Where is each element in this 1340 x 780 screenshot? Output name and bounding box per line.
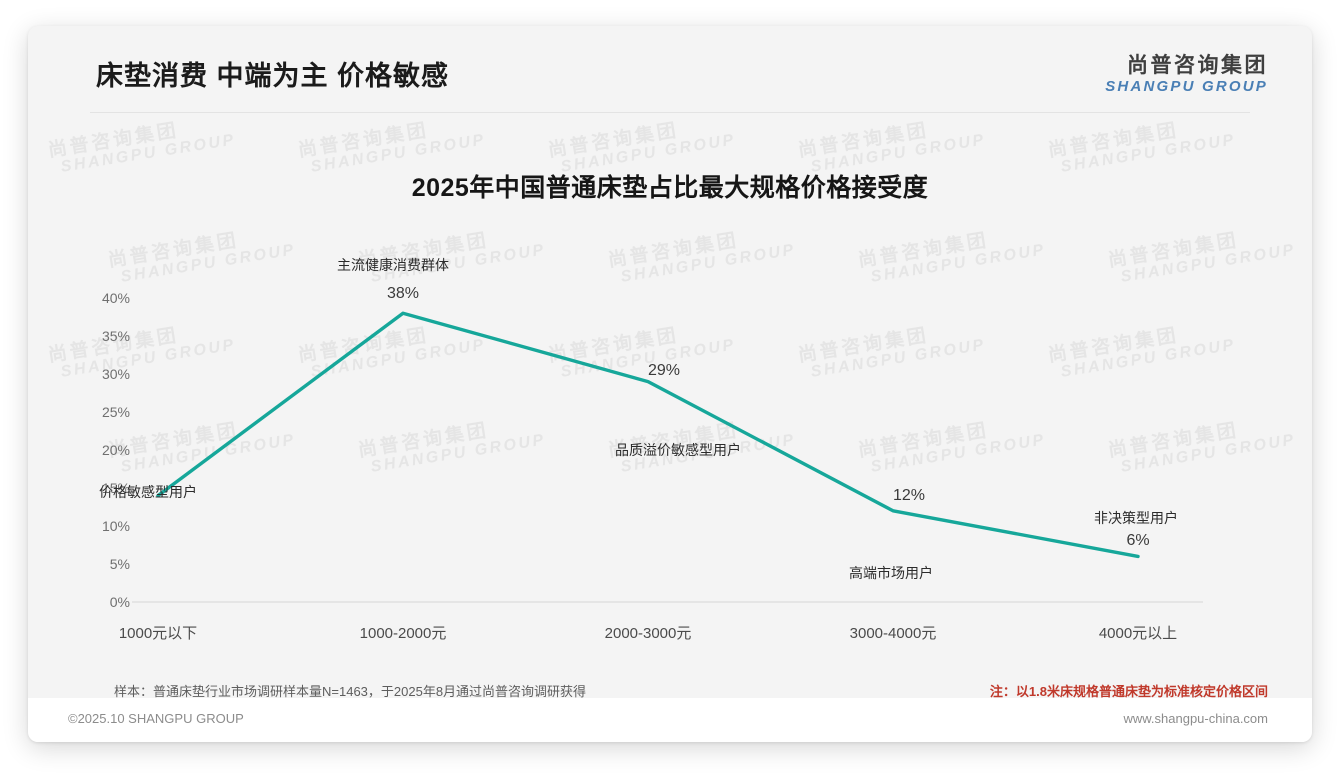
data-point-annotation: 品质溢价敏感型用户 <box>615 441 741 458</box>
chart-container: 2025年中国普通床垫占比最大规格价格接受度 0% 5% 10% 15% 20% 25% 3… <box>28 126 1312 666</box>
data-point-value-label: 38% <box>386 285 420 303</box>
copyright-text: ©2025.10 SHANGPU GROUP <box>68 711 244 726</box>
chart-title: 2025年中国普通床垫占比最大规格价格接受度 <box>411 174 929 202</box>
chart-series-line <box>156 311 1140 559</box>
y-axis-tick: 25% <box>101 404 130 420</box>
x-axis-tick: 2000-3000元 <box>604 625 692 642</box>
data-point-annotation: 非决策型用户 <box>1094 510 1178 527</box>
y-axis-labels: 0% 5% 10% 15% 20% 25% 30% 35% 40% <box>84 126 130 666</box>
data-point-annotation: 主流健康消费群体 <box>337 257 449 274</box>
y-axis-tick: 20% <box>101 442 130 458</box>
slide-header: 床垫消费 中端为主 价格敏感 尚普咨询集团 SHANGPU GROUP <box>28 26 1312 112</box>
slide-footer: ©2025.10 SHANGPU GROUP www.shangpu-china… <box>28 698 1312 742</box>
slide-canvas: 尚普咨询集团 SHANGPU GROUP 尚普咨询集团 SHANGPU GROUP 尚普… <box>28 26 1312 742</box>
y-axis-tick: 0% <box>109 594 130 610</box>
y-axis-tick: 15% <box>101 480 130 496</box>
data-point-annotation: 高端市场用户 <box>849 564 933 581</box>
x-axis-tick: 3000-4000元 <box>849 625 937 642</box>
data-point-annotation: 价格敏感型用户 <box>99 483 197 500</box>
y-axis-tick: 10% <box>101 518 130 534</box>
line-chart-plot <box>132 311 1203 603</box>
x-axis-and-labels: 1000元以下 价格敏感型用户 1000-2000元 38% 主流健康消费群体 2000-… <box>28 126 1312 666</box>
website-link[interactable]: www.shangpu-china.com <box>1123 711 1268 726</box>
y-axis-tick: 40% <box>101 290 130 306</box>
series-line-price-acceptance <box>156 311 1140 559</box>
brand-name-en: SHANGPU GROUP <box>1105 78 1268 96</box>
y-axis-tick: 30% <box>101 366 130 382</box>
data-point-value-label: 29% <box>647 361 681 379</box>
brand-logo: 尚普咨询集团 SHANGPU GROUP <box>1105 54 1268 96</box>
x-axis-tick: 4000元以上 <box>1098 625 1178 642</box>
y-axis-tick: 35% <box>101 328 130 344</box>
y-axis-tick: 5% <box>109 556 130 572</box>
remark-note: 注：以1.8米床规格普通床垫为标准核定价格区间 <box>989 684 1268 699</box>
brand-name-cn: 尚普咨询集团 <box>1127 54 1268 77</box>
x-axis-tick: 1000-2000元 <box>359 625 447 642</box>
x-axis-tick: 1000元以下 <box>118 625 198 642</box>
data-point-value-label: 12% <box>892 486 926 504</box>
data-point-value-label: 6% <box>1126 532 1150 550</box>
header-divider <box>90 112 1250 113</box>
sample-note: 样本：普通床垫行业市场调研样本量N=1463，于2025年8月通过尚普咨询调研获… <box>114 684 587 699</box>
page-title: 床垫消费 中端为主 价格敏感 <box>96 61 450 91</box>
